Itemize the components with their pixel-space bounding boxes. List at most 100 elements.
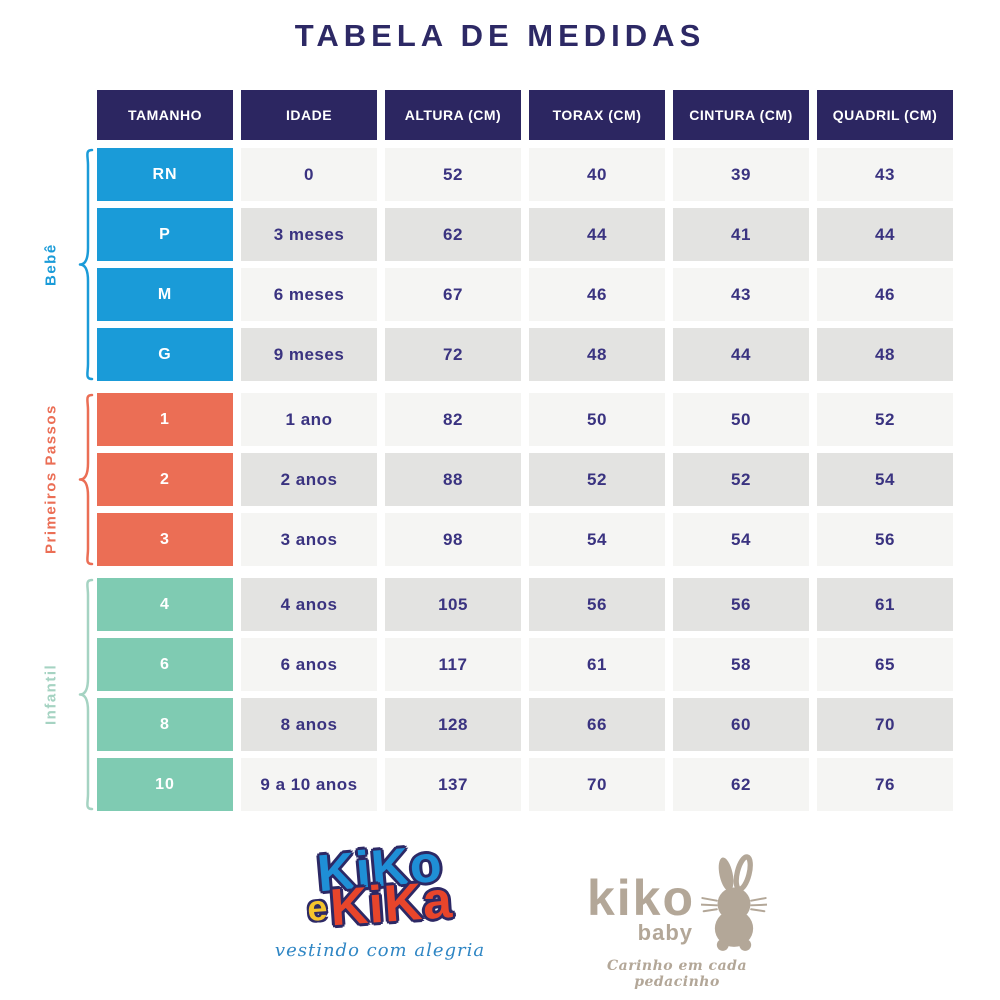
table-header-row: TAMANHO IDADE ALTURA (CM) TORAX (CM) CIN… (97, 90, 953, 140)
table-row: 3 3 anos 98 54 54 56 (97, 513, 953, 566)
age-cell: 2 anos (241, 453, 377, 506)
height-cell: 67 (385, 268, 521, 321)
hip-cell: 76 (817, 758, 953, 811)
waist-cell: 60 (673, 698, 809, 751)
table-row: 6 6 anos 117 61 58 65 (97, 638, 953, 691)
chest-cell: 54 (529, 513, 665, 566)
page-title: TABELA DE MEDIDAS (294, 18, 706, 53)
hip-cell: 43 (817, 148, 953, 201)
column-header-torax: TORAX (CM) (529, 90, 665, 140)
hip-cell: 70 (817, 698, 953, 751)
chest-cell: 56 (529, 578, 665, 631)
measurements-table: TAMANHO IDADE ALTURA (CM) TORAX (CM) CIN… (97, 90, 953, 818)
kiko-baby-tagline: Carinho em cada pedacinho (606, 958, 748, 990)
hip-cell: 56 (817, 513, 953, 566)
height-cell: 82 (385, 393, 521, 446)
column-header-altura: ALTURA (CM) (385, 90, 521, 140)
table-row: 2 2 anos 88 52 52 54 (97, 453, 953, 506)
waist-cell: 52 (673, 453, 809, 506)
size-cell: RN (97, 148, 233, 201)
waist-cell: 56 (673, 578, 809, 631)
hip-cell: 48 (817, 328, 953, 381)
table-row: G 9 meses 72 48 44 48 (97, 328, 953, 381)
age-cell: 8 anos (241, 698, 377, 751)
column-header-idade: IDADE (241, 90, 377, 140)
chest-cell: 44 (529, 208, 665, 261)
hip-cell: 65 (817, 638, 953, 691)
age-cell: 9 meses (241, 328, 377, 381)
kiko-baby-logo: kiko baby (572, 852, 782, 990)
kika-word: KiKa (328, 870, 455, 938)
age-cell: 6 anos (241, 638, 377, 691)
brace-infantil-icon (78, 578, 94, 811)
bunny-icon (701, 854, 768, 951)
age-cell: 6 meses (241, 268, 377, 321)
size-cell: 3 (97, 513, 233, 566)
size-cell: 1 (97, 393, 233, 446)
waist-cell: 41 (673, 208, 809, 261)
age-cell: 4 anos (241, 578, 377, 631)
height-cell: 98 (385, 513, 521, 566)
age-cell: 3 anos (241, 513, 377, 566)
table-row: 4 4 anos 105 56 56 61 (97, 578, 953, 631)
size-cell: 8 (97, 698, 233, 751)
column-header-quadril: QUADRIL (CM) (817, 90, 953, 140)
hip-cell: 54 (817, 453, 953, 506)
age-cell: 9 a 10 anos (241, 758, 377, 811)
waist-cell: 44 (673, 328, 809, 381)
height-cell: 62 (385, 208, 521, 261)
size-cell: G (97, 328, 233, 381)
group-label-bebe: Bebê (42, 243, 60, 286)
height-cell: 72 (385, 328, 521, 381)
waist-cell: 54 (673, 513, 809, 566)
height-cell: 88 (385, 453, 521, 506)
e-connector: e (305, 886, 330, 929)
chest-cell: 52 (529, 453, 665, 506)
chest-cell: 48 (529, 328, 665, 381)
chest-cell: 70 (529, 758, 665, 811)
size-cell: P (97, 208, 233, 261)
age-cell: 1 ano (241, 393, 377, 446)
kiko-baby-wordmark: kiko (586, 870, 696, 926)
size-cell: 6 (97, 638, 233, 691)
size-cell: 10 (97, 758, 233, 811)
group-label-infantil: Infantil (42, 663, 60, 726)
kiko-baby-sub: baby (637, 920, 694, 945)
table-row: 8 8 anos 128 66 60 70 (97, 698, 953, 751)
chest-cell: 46 (529, 268, 665, 321)
chest-cell: 40 (529, 148, 665, 201)
hip-cell: 46 (817, 268, 953, 321)
group-label-primeiros-passos: Primeiros Passos (42, 404, 60, 555)
brace-primeiros-passos-icon (78, 393, 94, 566)
chest-cell: 66 (529, 698, 665, 751)
size-cell: M (97, 268, 233, 321)
waist-cell: 43 (673, 268, 809, 321)
column-header-cintura: CINTURA (CM) (673, 90, 809, 140)
chest-cell: 50 (529, 393, 665, 446)
hip-cell: 61 (817, 578, 953, 631)
height-cell: 128 (385, 698, 521, 751)
table-row: 10 9 a 10 anos 137 70 62 76 (97, 758, 953, 811)
waist-cell: 50 (673, 393, 809, 446)
size-cell: 2 (97, 453, 233, 506)
waist-cell: 39 (673, 148, 809, 201)
age-cell: 3 meses (241, 208, 377, 261)
size-cell: 4 (97, 578, 233, 631)
age-cell: 0 (241, 148, 377, 201)
column-header-tamanho: TAMANHO (97, 90, 233, 140)
brace-bebe-icon (78, 148, 94, 381)
table-row: P 3 meses 62 44 41 44 (97, 208, 953, 261)
table-row: 1 1 ano 82 50 50 52 (97, 393, 953, 446)
kiko-e-kika-tagline: vestindo com alegria (274, 939, 486, 961)
height-cell: 52 (385, 148, 521, 201)
kiko-e-kika-logo: KiKo eKiKa vestindo com alegria (272, 835, 488, 961)
table-row: RN 0 52 40 39 43 (97, 148, 953, 201)
chest-cell: 61 (529, 638, 665, 691)
height-cell: 137 (385, 758, 521, 811)
table-row: M 6 meses 67 46 43 46 (97, 268, 953, 321)
hip-cell: 44 (817, 208, 953, 261)
waist-cell: 58 (673, 638, 809, 691)
waist-cell: 62 (673, 758, 809, 811)
height-cell: 105 (385, 578, 521, 631)
